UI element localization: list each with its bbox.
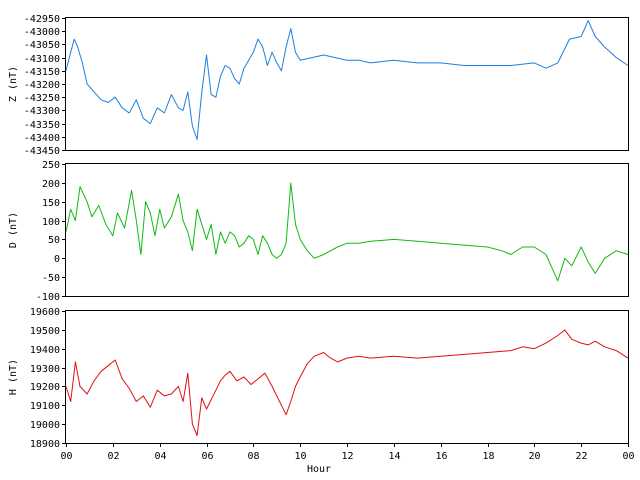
x-ticks: 00 02 04 06 08 10 12 14 16 18 20 22 00 (60, 443, 635, 462)
x-tick-label: 20 (528, 451, 540, 462)
x-tick-label: 00 (60, 451, 72, 462)
z-y-tick-label: -43250 (24, 93, 60, 104)
h-axis-label: H (nT) (8, 359, 19, 395)
x-tick-label: 06 (201, 451, 213, 462)
x-tick-label: 04 (154, 451, 166, 462)
z-y-tick-label: -42950 (24, 14, 60, 25)
h-series (65, 329, 629, 436)
x-tick-label: 14 (388, 451, 400, 462)
x-tick-label: 22 (575, 451, 587, 462)
d-y-tick-label: 200 (42, 179, 60, 190)
z-y-tick-label: -43050 (24, 40, 60, 51)
h-panel: H (nT) 19600 19500 19400 19300 19200 19100 190… (8, 307, 635, 475)
x-axis-label: Hour (307, 464, 331, 475)
x-tick-label: 18 (482, 451, 494, 462)
d-y-tick-label: -100 (36, 292, 60, 303)
h-y-tick-label: 19300 (30, 364, 60, 375)
x-tick-label: 00 (622, 451, 634, 462)
d-series (65, 182, 629, 282)
z-y-tick-label: -43300 (24, 106, 60, 117)
h-y-tick-label: 19100 (30, 401, 60, 412)
h-y-tick-label: 19500 (30, 326, 60, 337)
h-y-tick-label: 18900 (30, 439, 60, 450)
d-y-tick-label: 50 (48, 235, 60, 246)
z-y-tick-label: -43400 (24, 133, 60, 144)
h-y-tick-label: 19600 (30, 307, 60, 318)
x-tick-label: 08 (247, 451, 259, 462)
z-y-tick-label: -43450 (24, 146, 60, 157)
z-y-tick-label: -43150 (24, 67, 60, 78)
d-y-tick-label: 0 (54, 254, 60, 265)
d-plot-frame (65, 163, 629, 297)
d-axis-label: D (nT) (8, 212, 19, 248)
z-panel: Z (nT) -42950 -43000 -43050 -43100 -43150 -43… (8, 14, 629, 157)
z-y-tick-label: -43350 (24, 120, 60, 131)
x-tick-label: 10 (294, 451, 306, 462)
x-tick-label: 12 (341, 451, 353, 462)
z-axis-label: Z (nT) (8, 66, 19, 102)
z-y-tick-label: -43100 (24, 54, 60, 65)
d-y-tick-label: 150 (42, 198, 60, 209)
h-series-line (65, 329, 629, 436)
x-tick-label: 16 (435, 451, 447, 462)
d-y-ticks: 250 200 150 100 50 0 -50 -100 (36, 160, 66, 303)
z-y-tick-label: -43200 (24, 80, 60, 91)
z-y-tick-label: -43000 (24, 27, 60, 38)
z-series-line (65, 20, 629, 140)
x-tick-label: 02 (107, 451, 119, 462)
h-y-tick-label: 19200 (30, 382, 60, 393)
d-y-tick-label: -50 (42, 273, 60, 284)
d-y-tick-label: 100 (42, 217, 60, 228)
h-y-tick-label: 19000 (30, 420, 60, 431)
d-series-line (65, 182, 629, 282)
h-y-ticks: 19600 19500 19400 19300 19200 19100 19000 18900 (30, 307, 66, 450)
z-series (65, 20, 629, 140)
d-panel: D (nT) 250 200 150 100 50 0 -50 -100 (8, 160, 629, 303)
h-y-tick-label: 19400 (30, 345, 60, 356)
d-y-tick-label: 250 (42, 160, 60, 171)
z-y-ticks: -42950 -43000 -43050 -43100 -43150 -43200 -432… (24, 14, 66, 157)
